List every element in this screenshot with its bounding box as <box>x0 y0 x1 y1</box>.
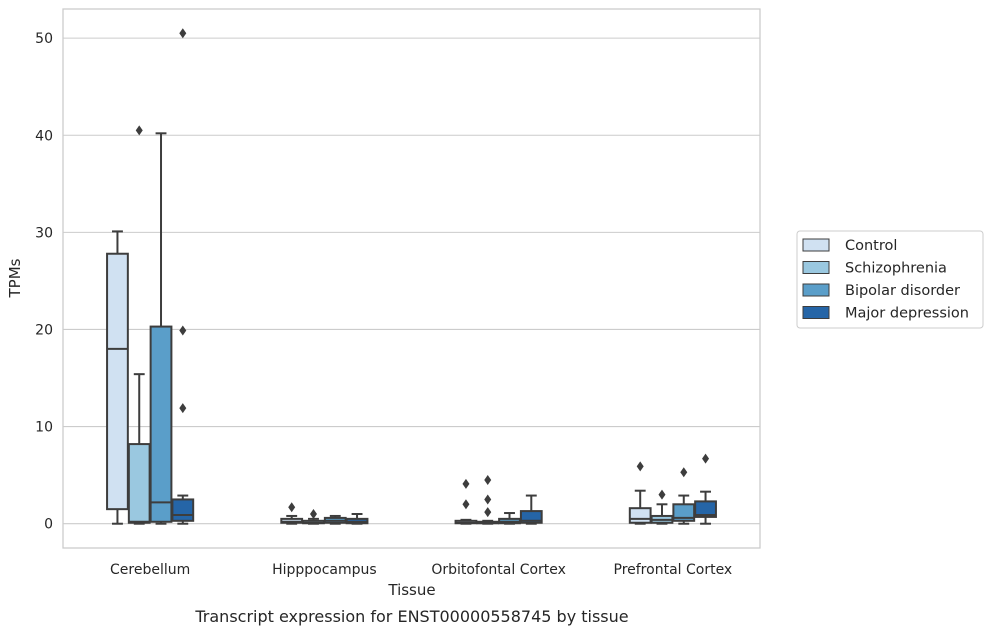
legend-swatch <box>802 238 830 252</box>
y-tick-label: 40 <box>35 128 53 144</box>
plot-area-frame <box>62 8 761 549</box>
box-2-0 <box>454 478 478 525</box>
iqr-box <box>149 325 173 523</box>
legend-swatch <box>802 261 830 274</box>
chart-caption: Transcript expression for ENST0000055874… <box>194 607 628 626</box>
legend-frame <box>796 230 984 329</box>
outlier-point <box>484 475 492 486</box>
x-tick-label: Orbitofontal Cortex <box>431 562 566 578</box>
y-axis-title: TPMs <box>6 258 24 298</box>
y-tick-label: 30 <box>35 225 53 241</box>
box-0-1 <box>127 125 151 525</box>
x-tick-label: Prefrontal Cortex <box>614 562 733 578</box>
boxes-layer <box>106 28 717 525</box>
box-1-3 <box>345 513 369 525</box>
box-3-3 <box>694 453 717 525</box>
x-tick-label: Cerebellum <box>110 562 190 578</box>
outlier-point <box>702 453 710 464</box>
iqr-box <box>171 498 195 522</box>
iqr-box <box>519 510 543 524</box>
legend-label: Control <box>845 238 897 254</box>
y-tick-label: 0 <box>44 517 53 533</box>
legend-label: Major depression <box>845 306 969 322</box>
box-2-2 <box>498 512 521 525</box>
iqr-box <box>694 500 717 518</box>
iqr-box <box>628 507 652 524</box>
outlier-point <box>636 461 644 472</box>
outlier-point <box>462 478 470 489</box>
outlier-point <box>179 28 187 39</box>
box-0-3 <box>171 28 195 525</box>
outlier-point <box>179 325 187 336</box>
outlier-point <box>179 403 187 414</box>
x-axis-title: Tissue <box>387 581 435 599</box>
outlier-point <box>309 509 317 520</box>
y-tick-label: 20 <box>35 322 53 338</box>
iqr-box <box>106 252 129 511</box>
iqr-box <box>127 443 151 524</box>
box-2-3 <box>519 494 543 525</box>
box-0-2 <box>149 132 173 525</box>
legend-swatch <box>802 306 830 319</box>
outlier-point <box>462 499 470 510</box>
legend-label: Schizophrenia <box>845 261 947 277</box>
box-1-1 <box>302 509 325 525</box>
y-tick-label: 10 <box>35 420 53 436</box>
outlier-point <box>658 489 666 500</box>
x-tick-labels: Cerebellum Hipppocampus Orbitofontal Corte… <box>110 562 732 578</box>
legend-label: Bipolar disorder <box>845 283 960 299</box>
outlier-point <box>484 494 492 505</box>
outlier-point <box>135 125 143 136</box>
box-3-0 <box>628 461 652 525</box>
box-0-0 <box>106 230 129 525</box>
box-2-1 <box>476 475 500 525</box>
legend: Control Schizophrenia Bipolar disorder Majo… <box>796 230 984 329</box>
box-1-0 <box>280 502 304 525</box>
box-3-2 <box>672 467 696 525</box>
x-tick-label: Hipppocampus <box>272 562 377 578</box>
legend-swatch <box>802 283 830 297</box>
y-tick-label: 50 <box>35 31 53 47</box>
outlier-point <box>288 502 296 513</box>
outlier-point <box>484 507 492 518</box>
outlier-point <box>680 467 688 478</box>
box-3-1 <box>650 489 674 525</box>
box-1-2 <box>323 514 347 525</box>
y-tick-labels: 0 10 20 30 40 50 <box>35 31 53 533</box>
